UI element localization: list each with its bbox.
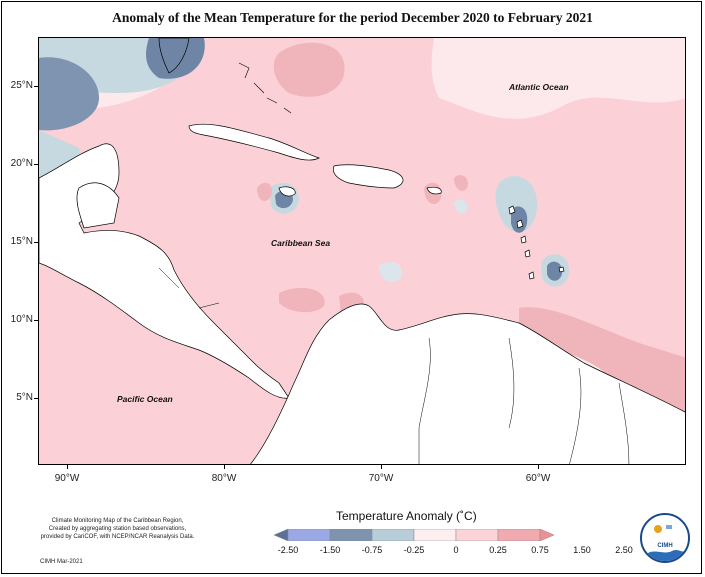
anomaly-warm-virgin-islands <box>454 175 468 191</box>
lat-tick <box>34 320 38 321</box>
colorbar-label: -0.25 <box>403 545 425 555</box>
anomaly-warm-jamaica-west <box>257 182 272 201</box>
lat-tick <box>34 164 38 165</box>
land-hispaniola <box>333 164 404 189</box>
colorbar-label: 0.75 <box>531 545 549 555</box>
lat-tick <box>34 398 38 399</box>
lat-label-25n: 25°N <box>10 80 33 91</box>
anomaly-cool-abc-islands <box>379 262 403 283</box>
lat-label-15n: 15°N <box>10 236 33 247</box>
logo-emblem <box>648 525 684 561</box>
lesser-antilles <box>508 205 565 280</box>
credit-line-2: Created by aggregating station based obs… <box>48 526 187 532</box>
land-south-america <box>250 303 685 464</box>
anomaly-warm-guianas <box>519 307 685 418</box>
lat-label-5n: 5°N <box>16 392 33 403</box>
colorbar-label: -1.50 <box>319 545 341 555</box>
lon-tick <box>224 465 225 469</box>
colorbar-cell <box>287 529 331 541</box>
colorbar-cell <box>274 529 289 541</box>
colorbar-cell <box>371 529 415 541</box>
bahamas-islands <box>238 62 292 114</box>
legend-title: Temperature Anomaly (˚C) <box>336 509 477 523</box>
colorbar-cell <box>329 529 373 541</box>
country-borders <box>158 267 630 464</box>
land-yucatan <box>76 182 120 229</box>
colorbar-label: 0 <box>453 545 459 555</box>
credit-line-1: Climate Monitoring Map of the Caribbean … <box>51 518 184 524</box>
land-jamaica <box>278 186 296 197</box>
cimh-logo: CIMH <box>640 513 690 563</box>
anomaly-cool-small-east <box>454 199 468 214</box>
credit-date: CIMH Mar-2021 <box>40 559 83 565</box>
colorbar-label: 2.50 <box>615 545 633 555</box>
logo-text: CIMH <box>657 543 673 549</box>
colorbar-label: -0.75 <box>361 545 383 555</box>
anomaly-warm-guyana-patch <box>607 360 622 380</box>
credit-line-3: provided by CariCOF, with NCEP/NCAR Rean… <box>40 534 195 540</box>
anomaly-warm-bahamas <box>273 42 345 97</box>
lon-label-70w: 70°W <box>368 473 394 484</box>
land-cuba <box>188 123 320 161</box>
atlantic-ocean-label: Atlantic Ocean <box>509 82 569 92</box>
colorbar <box>274 529 554 541</box>
colorbar-cell <box>539 529 554 541</box>
colorbar-label: -2.50 <box>277 545 299 555</box>
colorbar-label: 1.50 <box>573 545 591 555</box>
colorbar-cell <box>497 529 541 541</box>
map-title: Anomaly of the Mean Temperature for the … <box>112 10 593 25</box>
lon-tick <box>67 465 68 469</box>
anomaly-cool-gulf-core <box>39 57 99 131</box>
anomaly-map: Atlantic Ocean Caribbean Sea Pacific Oce… <box>38 37 686 465</box>
lat-tick <box>34 242 38 243</box>
anomaly-warm-honduras-coast <box>279 287 325 313</box>
anomaly-cool-barbados-core <box>547 261 563 281</box>
land-central-america <box>39 143 290 399</box>
lon-tick <box>381 465 382 469</box>
lon-tick <box>538 465 539 469</box>
anomaly-light-north <box>431 38 685 119</box>
colorbar-label: 0.25 <box>489 545 507 555</box>
lon-label-60w: 60°W <box>525 473 551 484</box>
colorbar-cell <box>455 529 499 541</box>
lat-label-10n: 10°N <box>10 314 33 325</box>
land-puerto-rico <box>426 186 442 195</box>
lat-tick <box>34 86 38 87</box>
pacific-ocean-label: Pacific Ocean <box>117 394 173 404</box>
lon-label-80w: 80°W <box>211 473 237 484</box>
lon-label-90w: 90°W <box>54 473 80 484</box>
lat-label-20n: 20°N <box>10 158 33 169</box>
credit-block: Climate Monitoring Map of the Caribbean … <box>10 517 225 541</box>
caribbean-sea-label: Caribbean Sea <box>271 238 331 248</box>
land-florida-tip <box>158 38 190 74</box>
map-canvas <box>39 38 685 464</box>
anomaly-cool-florida-core <box>146 38 205 79</box>
colorbar-cell <box>413 529 457 541</box>
